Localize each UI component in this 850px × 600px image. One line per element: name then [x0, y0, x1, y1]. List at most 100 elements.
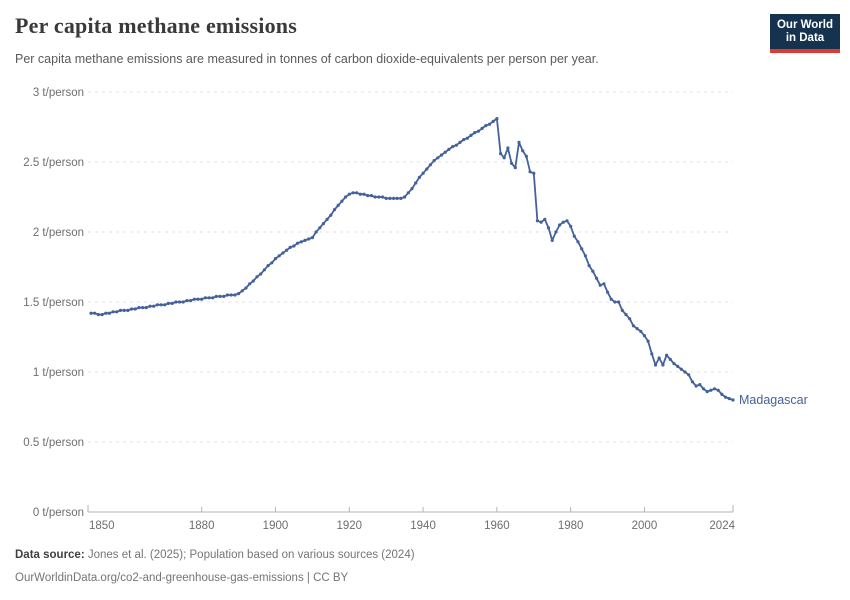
data-point [510, 161, 514, 165]
x-axis-tick-label: 1960 [484, 520, 510, 532]
data-point [653, 363, 658, 367]
data-point [731, 398, 735, 402]
data-point [233, 293, 237, 297]
data-point [554, 230, 558, 234]
data-point [207, 296, 211, 300]
data-point [539, 220, 543, 224]
data-point [222, 294, 226, 298]
data-point [720, 392, 724, 396]
data-point [122, 308, 126, 312]
data-point [698, 383, 702, 387]
chart-footer: Data source: Jones et al. (2025); Popula… [15, 544, 415, 589]
data-point [672, 362, 676, 366]
data-point [296, 241, 300, 245]
data-point [558, 223, 562, 227]
page-title: Per capita methane emissions [15, 13, 297, 38]
data-point [587, 264, 591, 268]
data-point [513, 166, 517, 170]
data-point [713, 387, 717, 391]
data-point [406, 191, 410, 195]
data-point [259, 272, 263, 276]
data-point [266, 264, 270, 268]
data-point [528, 170, 532, 174]
series-line-madagascar[interactable] [90, 117, 734, 401]
data-point [351, 191, 355, 195]
data-point [392, 196, 396, 200]
data-point [705, 390, 709, 394]
data-source-label: Data source: [15, 549, 85, 561]
x-axis-tick-label: 2000 [632, 520, 658, 532]
data-point [111, 310, 115, 314]
data-point [203, 296, 207, 300]
data-point [107, 311, 111, 315]
data-point [591, 269, 595, 273]
data-point [377, 195, 381, 199]
data-point [159, 303, 163, 307]
data-point [724, 395, 728, 399]
data-point [196, 297, 200, 301]
series-label-madagascar[interactable]: Madagascar [739, 393, 808, 407]
data-point [414, 181, 418, 185]
data-point [218, 294, 222, 298]
data-point [617, 300, 621, 304]
data-point [255, 275, 259, 279]
data-point [473, 131, 477, 135]
data-point [185, 299, 189, 303]
data-point [410, 187, 414, 191]
data-point [439, 153, 444, 157]
owid-logo-line1: Our World [776, 19, 833, 31]
data-point [428, 163, 432, 167]
data-point [148, 304, 152, 308]
data-point [174, 300, 178, 304]
y-axis-tick-label: 1.5 t/person [23, 297, 84, 309]
data-point [546, 226, 551, 230]
data-point [451, 145, 455, 149]
data-point [141, 306, 145, 310]
y-axis-tick-label: 0 t/person [33, 507, 84, 519]
data-point [189, 299, 193, 303]
data-point [535, 219, 540, 223]
data-point [166, 301, 171, 305]
data-point [462, 138, 466, 142]
data-point [594, 276, 599, 280]
x-axis-tick-label: 1880 [189, 520, 215, 532]
x-axis-tick-label: 1980 [558, 520, 584, 532]
data-point [580, 247, 584, 251]
footer-url[interactable]: OurWorldinData.org/co2-and-greenhouse-ga… [15, 571, 349, 584]
data-point [244, 286, 248, 290]
data-point [650, 352, 654, 356]
data-point [628, 317, 632, 321]
data-point [321, 222, 325, 226]
data-point [325, 217, 329, 221]
data-point [506, 146, 510, 150]
data-point [362, 192, 366, 196]
data-point [583, 254, 588, 258]
data-point [447, 147, 451, 151]
data-point [118, 308, 123, 312]
data-point [225, 293, 230, 297]
data-point [550, 238, 554, 242]
owid-logo-line2: in Data [785, 32, 825, 44]
data-point [624, 313, 628, 317]
data-point [613, 300, 617, 304]
data-source-text[interactable]: Jones et al. (2025); Population based on… [87, 549, 415, 561]
data-point [576, 240, 580, 244]
chart-subtitle: Per capita methane emissions are measure… [15, 52, 599, 66]
data-point [543, 217, 547, 221]
data-point [211, 296, 215, 300]
data-point [417, 175, 421, 179]
data-point [332, 208, 337, 212]
data-point [93, 311, 97, 315]
x-axis-tick-label: 1850 [89, 520, 115, 532]
y-axis-tick-label: 3 t/person [33, 87, 84, 99]
data-point [487, 122, 492, 126]
x-axis-tick-label: 1900 [263, 520, 289, 532]
data-point [502, 156, 506, 160]
data-point [443, 150, 447, 154]
data-point [532, 171, 536, 175]
owid-logo[interactable]: Our World in Data [770, 14, 840, 53]
data-point [454, 143, 458, 147]
data-point [661, 363, 665, 367]
